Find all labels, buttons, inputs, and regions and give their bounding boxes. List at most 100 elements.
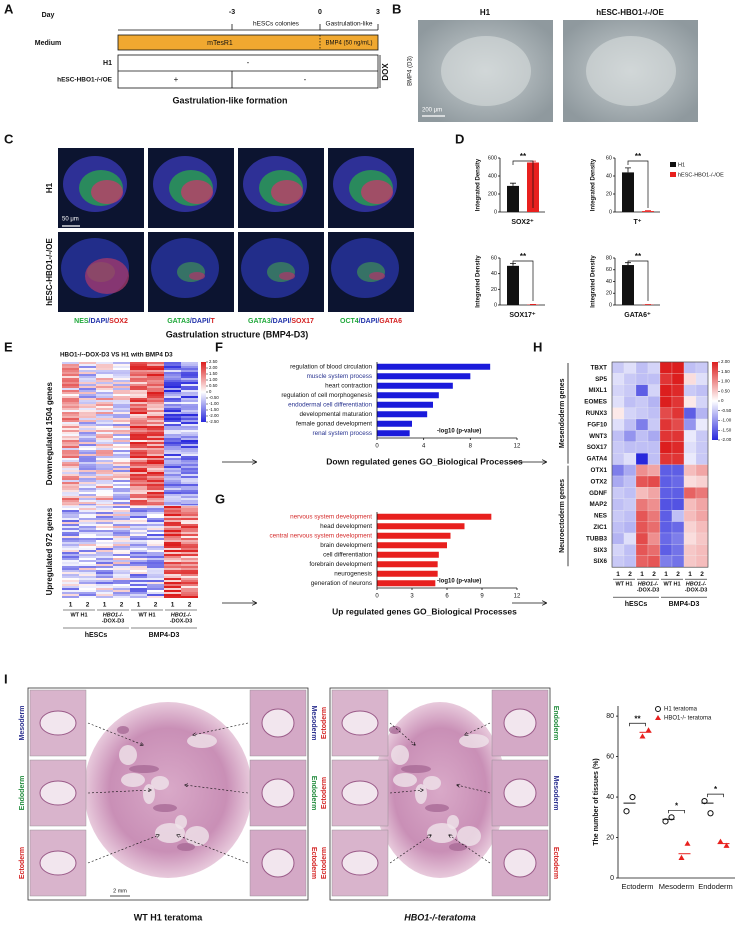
heatmap-stripe — [96, 540, 113, 542]
heatmap-stripe — [130, 452, 147, 454]
heatmap-stripe — [130, 518, 147, 520]
heatmap-stripe — [130, 582, 147, 584]
heatmap-stripe — [62, 388, 79, 390]
heatmap-stripe — [79, 576, 96, 578]
stain-part: GATA3 — [167, 318, 190, 325]
colorbar-label: 2.50 — [209, 359, 218, 364]
panel-letter: E — [4, 339, 13, 354]
heatmap-stripe — [164, 370, 181, 372]
heatmap-cell — [623, 430, 637, 442]
heatmap-stripe — [147, 436, 164, 438]
heatmap-stripe — [113, 494, 130, 496]
y-tick-label: 600 — [488, 155, 497, 161]
heatmap-stripe — [181, 592, 198, 594]
heatmap-cell — [695, 396, 709, 408]
significance: ** — [635, 252, 642, 261]
heatmap-stripe — [147, 532, 164, 534]
heatmap-stripe — [181, 546, 198, 548]
heatmap-stripe — [164, 384, 181, 386]
heatmap-stripe — [62, 374, 79, 376]
heatmap-cell — [671, 498, 685, 511]
tissue-structure — [143, 784, 155, 804]
heatmap-stripe — [96, 416, 113, 418]
bar — [377, 411, 428, 418]
heatmap-cell — [635, 498, 649, 511]
heatmap-stripe — [130, 574, 147, 576]
heatmap-stripe — [96, 380, 113, 382]
heatmap-stripe — [79, 394, 96, 396]
heatmap-cell — [611, 487, 625, 499]
heatmap-stripe — [147, 586, 164, 588]
heatmap-stripe — [130, 438, 147, 440]
cell-signal — [271, 180, 303, 204]
heatmap-stripe — [130, 596, 147, 598]
heatmap-cell — [695, 441, 709, 454]
heatmap-stripe — [79, 582, 96, 584]
heatmap-stripe — [130, 402, 147, 404]
heatmap-stripe — [79, 486, 96, 488]
heatmap-stripe — [62, 472, 79, 474]
heatmap-cell — [623, 521, 637, 534]
heatmap-stripe — [130, 542, 147, 544]
heatmap-stripe — [147, 534, 164, 536]
heatmap-stripe — [130, 450, 147, 452]
heatmap-stripe — [79, 570, 96, 572]
heatmap-stripe — [181, 564, 198, 566]
heatmap-stripe — [113, 440, 130, 442]
heatmap-stripe — [181, 476, 198, 478]
heatmap-stripe — [130, 562, 147, 564]
heatmap-stripe — [147, 542, 164, 544]
heatmap-stripe — [113, 448, 130, 450]
heatmap-stripe — [130, 468, 147, 470]
heatmap-stripe — [181, 376, 198, 378]
heatmap-stripe — [164, 586, 181, 588]
heatmap-stripe — [62, 568, 79, 570]
heatmap-cell — [659, 475, 673, 488]
condition-label: -DOX-D3 — [102, 618, 125, 624]
heatmap-stripe — [147, 580, 164, 582]
heatmap-stripe — [96, 592, 113, 594]
heatmap-cell — [683, 487, 697, 499]
replicate-label: 1 — [137, 602, 141, 609]
heatmap-cell — [695, 544, 709, 556]
tissue-label: Mesoderm — [19, 705, 26, 740]
heatmap-stripe — [62, 450, 79, 452]
heatmap-stripe — [147, 380, 164, 382]
heatmap-stripe — [181, 544, 198, 546]
stain-label: NES/DAPI/SOX2 — [74, 318, 128, 325]
heatmap-stripe — [130, 454, 147, 456]
heatmap-stripe — [147, 400, 164, 402]
heatmap-cell — [611, 384, 625, 397]
heatmap-cell — [659, 464, 673, 477]
heatmap-stripe — [164, 422, 181, 424]
heatmap-cell — [623, 475, 637, 488]
heatmap-stripe — [181, 520, 198, 522]
heatmap-stripe — [62, 510, 79, 512]
heatmap-cell — [635, 555, 649, 568]
heatmap-stripe — [79, 586, 96, 588]
heatmap-stripe — [181, 548, 198, 550]
heatmap-stripe — [164, 560, 181, 562]
label: mTesR1 — [207, 40, 233, 47]
heatmap-stripe — [96, 544, 113, 546]
heatmap-cell — [659, 521, 673, 534]
heatmap-stripe — [164, 474, 181, 476]
heatmap-stripe — [147, 442, 164, 444]
heatmap-stripe — [96, 410, 113, 412]
heatmap-stripe — [62, 474, 79, 476]
heatmap-stripe — [96, 404, 113, 406]
heatmap-stripe — [79, 550, 96, 552]
tissue-structure — [261, 848, 295, 878]
colony — [586, 36, 676, 106]
heatmap-stripe — [79, 562, 96, 564]
condition-label: -DOX-D3 — [637, 588, 660, 594]
heatmap-stripe — [164, 488, 181, 490]
x-tick-label: 12 — [514, 444, 521, 450]
heatmap-stripe — [147, 366, 164, 368]
image-caption: HBO1-/-teratoma — [404, 912, 476, 922]
heatmap-stripe — [181, 508, 198, 510]
heatmap-stripe — [96, 444, 113, 446]
colorbar-label: 0.50 — [209, 383, 218, 388]
heatmap-stripe — [164, 554, 181, 556]
y-tick-label: 80 — [606, 713, 614, 720]
